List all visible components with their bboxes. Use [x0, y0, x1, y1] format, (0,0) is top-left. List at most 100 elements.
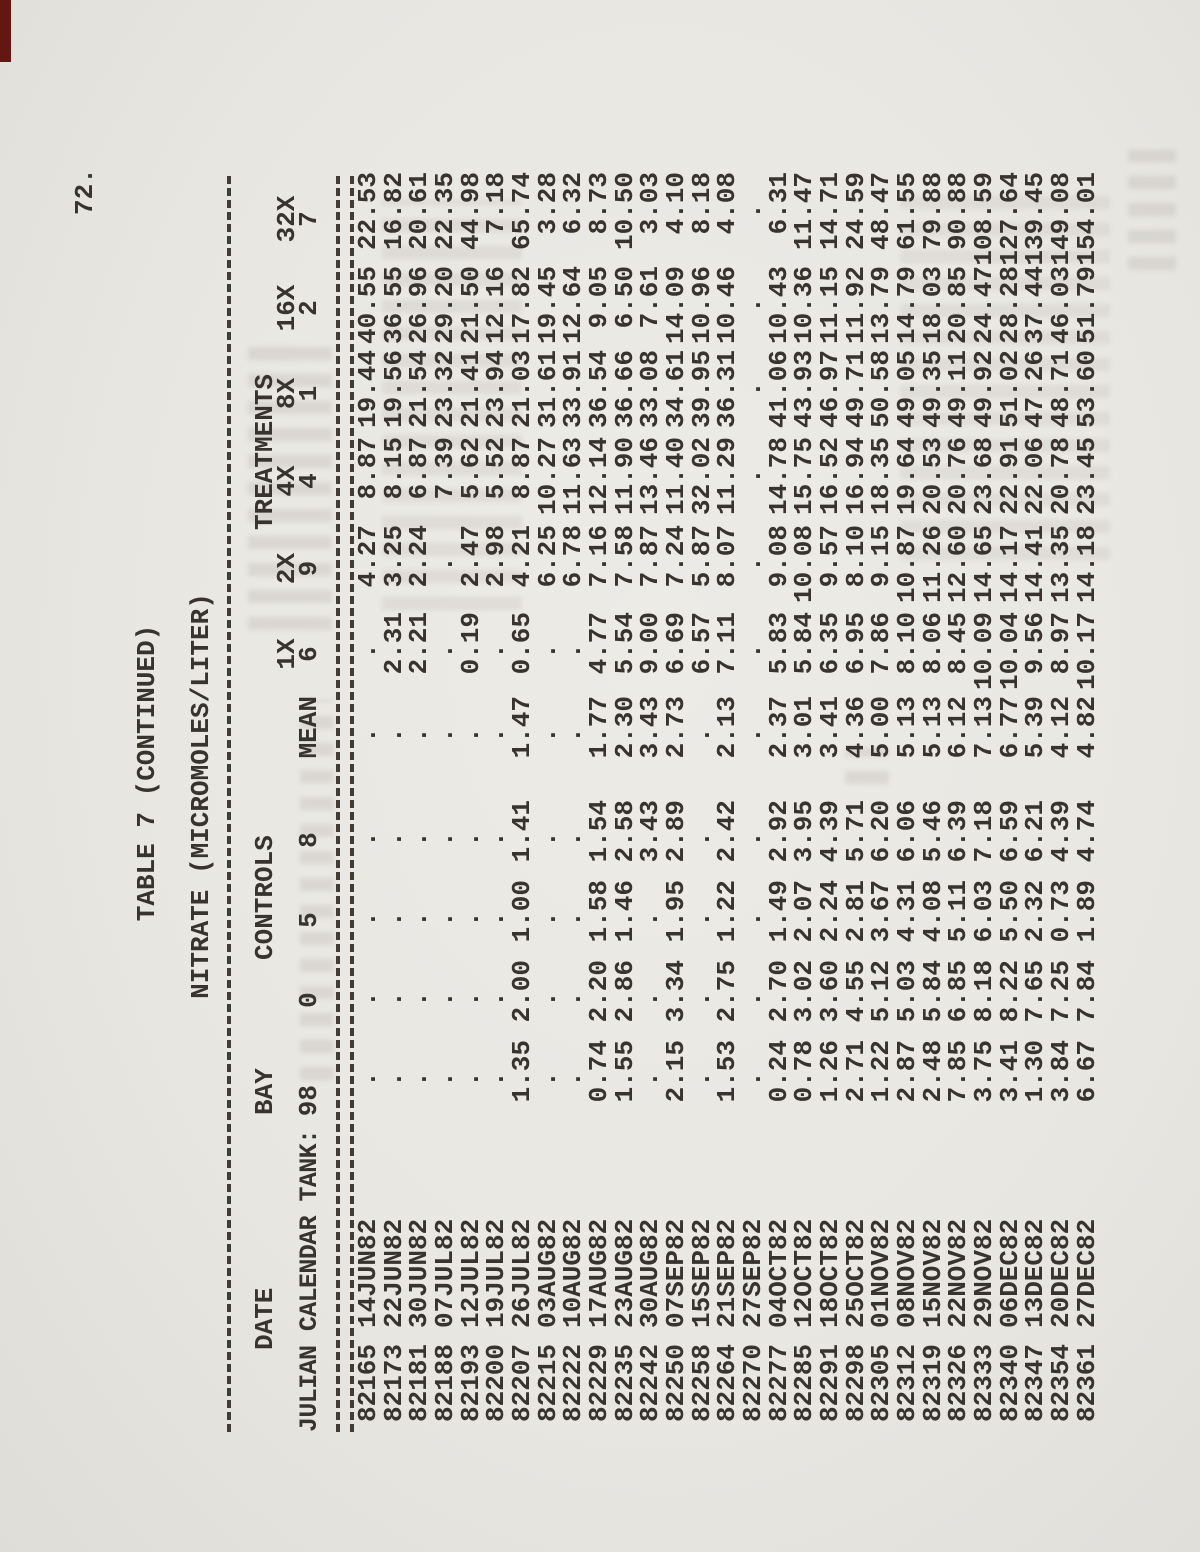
table-row: 82291 18OCT82 1.26 3.60 2.24 4.39 3.41 6.35 9.57…: [815, 172, 846, 1432]
value-cell: .: [738, 266, 769, 313]
value-cell: 4.12: [1046, 696, 1077, 759]
calendar-date-cell: 17AUG82: [584, 1218, 615, 1328]
julian-number-cell: 82333: [969, 1344, 1000, 1423]
value-cell: .: [430, 525, 461, 572]
tank-header-0: 0: [294, 992, 324, 1008]
value-cell: .: [430, 612, 461, 659]
value-cell: 14.18: [1071, 525, 1102, 604]
value-cell: 6.03: [969, 880, 1000, 943]
value-cell: 61.55: [892, 172, 923, 251]
julian-number-cell: 82250: [661, 1344, 692, 1423]
value-cell: 34.61: [661, 350, 692, 429]
value-cell: 8.87: [507, 437, 538, 500]
value-cell: 19.44: [353, 350, 383, 429]
value-cell: .: [738, 800, 769, 847]
value-cell: 49.92: [969, 350, 1000, 429]
value-cell: 5.13: [892, 696, 923, 759]
value-cell: 2.73: [661, 696, 692, 759]
value-cell: 10.87: [892, 525, 923, 604]
value-cell: 8.97: [1046, 612, 1077, 675]
table-row: 82188 07JUL82. . . . . . . 7.39 23.32 29.20…: [430, 172, 461, 1432]
value-cell: 16.52: [815, 437, 846, 516]
value-cell: 3.84: [1046, 1040, 1077, 1103]
row-header-label: JULIAN CALENDAR TANK:: [295, 1129, 324, 1432]
bleed-through-smudge: [300, 700, 334, 1080]
value-cell: .: [738, 960, 769, 1007]
value-cell: 6.67: [1071, 1040, 1102, 1103]
value-cell: .: [353, 800, 383, 847]
calendar-date-cell: 07SEP82: [661, 1218, 692, 1328]
value-cell: 1.47: [507, 696, 538, 759]
table-subtitle: NITRATE (MICROMOLES/LITER): [186, 593, 216, 999]
table-row: 82229 17AUG82 0.74 2.20 1.58 1.54 1.77 4.77 7.16…: [584, 172, 615, 1432]
value-cell: .: [353, 696, 383, 743]
value-cell: 14.79: [892, 266, 923, 345]
header-top-rule: [227, 176, 231, 1432]
value-cell: .: [738, 525, 769, 572]
value-cell: 4.27: [353, 525, 383, 588]
bleed-through-smudge: [248, 340, 332, 630]
value-cell: .: [353, 960, 383, 1007]
calendar-date-cell: 07JUL82: [430, 1218, 461, 1328]
value-cell: 20.78: [1046, 437, 1077, 516]
value-cell: 9.57: [815, 525, 846, 588]
tank-header-7: 7: [294, 211, 324, 227]
value-cell: .: [738, 437, 769, 484]
value-cell: 108.59: [969, 172, 1000, 266]
value-cell: 6.69: [661, 612, 692, 675]
value-cell: 8.73: [584, 172, 615, 235]
julian-number-cell: 82207: [507, 1344, 538, 1423]
page-number: 72.: [70, 168, 100, 215]
value-cell: 9.05: [584, 266, 615, 329]
table-row: 82270 27SEP82. . . . . . . . . . .: [738, 172, 769, 1432]
tank-header-6: 6: [294, 646, 324, 662]
value-cell: 5.03: [892, 960, 923, 1023]
value-cell: 36.54: [584, 350, 615, 429]
value-cell: 19.64: [892, 437, 923, 516]
value-cell: 7.25: [1046, 960, 1077, 1023]
value-cell: 12.14: [584, 437, 615, 516]
table-row: 82165 14JUN82. . . . . . 4.27 8.87 19.44 40.…: [353, 172, 383, 1432]
value-cell: 10.17: [1071, 612, 1102, 691]
value-cell: .: [738, 1040, 769, 1087]
calendar-date-cell: 26JUL82: [507, 1218, 538, 1328]
bleed-through-smudge: [382, 200, 522, 610]
value-cell: .: [430, 960, 461, 1007]
value-cell: 6.35: [815, 612, 846, 675]
binding-mark: [0, 0, 11, 62]
julian-number-cell: 82291: [815, 1344, 846, 1423]
value-cell: 29.20: [430, 266, 461, 345]
value-cell: 0.73: [1046, 880, 1077, 943]
value-cell: 11.15: [815, 266, 846, 345]
value-cell: .: [430, 880, 461, 927]
value-cell: 1.35: [507, 1040, 538, 1103]
value-cell: 14.71: [815, 172, 846, 251]
value-cell: 149.08: [1046, 172, 1077, 266]
value-cell: 7.24: [661, 525, 692, 588]
julian-number-cell: 82361: [1071, 1344, 1102, 1423]
tank-header-1: 1: [294, 385, 324, 402]
calendar-date-cell: 27SEP82: [738, 1218, 769, 1328]
table-row: 82207 26JUL82 1.35 2.00 1.00 1.41 1.47 0.65 4.21…: [507, 172, 538, 1432]
value-cell: 7.39: [430, 437, 461, 500]
table-row: 82250 07SEP82 2.15 3.34 1.95 2.89 2.73 6.69 7.24…: [661, 172, 692, 1432]
value-cell: .: [738, 880, 769, 927]
value-cell: 23.68: [969, 437, 1000, 516]
value-cell: 4.31: [892, 880, 923, 943]
value-cell: 0.74: [584, 1040, 615, 1103]
value-cell: .: [430, 800, 461, 847]
calendar-date-cell: 27DEC82: [1071, 1218, 1102, 1328]
value-cell: 23.45: [1071, 437, 1102, 516]
value-cell: 3.60: [815, 960, 846, 1023]
tank-header-5: 5: [294, 912, 324, 928]
value-cell: 10.09: [969, 612, 1000, 691]
table-body: 82165 14JUN82. . . . . . 4.27 8.87 19.44 40.…: [353, 172, 1102, 1432]
value-cell: 46.03: [1046, 266, 1077, 345]
value-cell: .: [353, 1040, 383, 1087]
value-cell: 13.35: [1046, 525, 1077, 604]
calendar-date-cell: 18OCT82: [815, 1218, 846, 1328]
value-cell: 4.21: [507, 525, 538, 588]
value-cell: 1.58: [584, 880, 615, 943]
